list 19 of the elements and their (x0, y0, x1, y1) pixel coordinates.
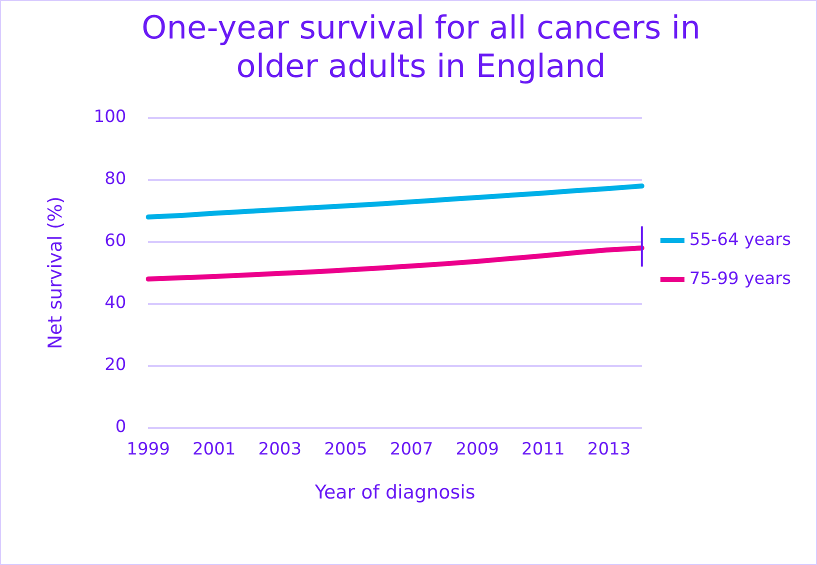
x-tick-label: 1999 (126, 439, 170, 460)
x-tick-label: 2003 (258, 439, 302, 460)
x-tick-label: 2013 (587, 439, 631, 460)
legend-label: 55-64 years (689, 230, 792, 250)
x-tick-label: 2009 (456, 439, 499, 460)
legend-label: 75-99 years (689, 268, 792, 289)
y-tick-label: 0 (115, 417, 126, 438)
y-tick-label: 40 (104, 293, 126, 314)
y-tick-label: 60 (104, 231, 126, 252)
y-axis-title: Net survival (%) (44, 196, 66, 350)
x-tick-label: 2007 (390, 439, 434, 460)
x-axis-title: Year of diagnosis (314, 482, 476, 504)
x-tick-label: 2011 (522, 439, 565, 460)
y-tick-label: 80 (104, 169, 126, 190)
chart-title: One-year survival for all cancers in older adults in England (142, 8, 700, 85)
y-tick-label: 100 (94, 107, 126, 128)
y-tick-label: 20 (104, 355, 126, 376)
x-tick-label: 2005 (324, 439, 368, 460)
x-tick-label: 2001 (192, 439, 236, 460)
